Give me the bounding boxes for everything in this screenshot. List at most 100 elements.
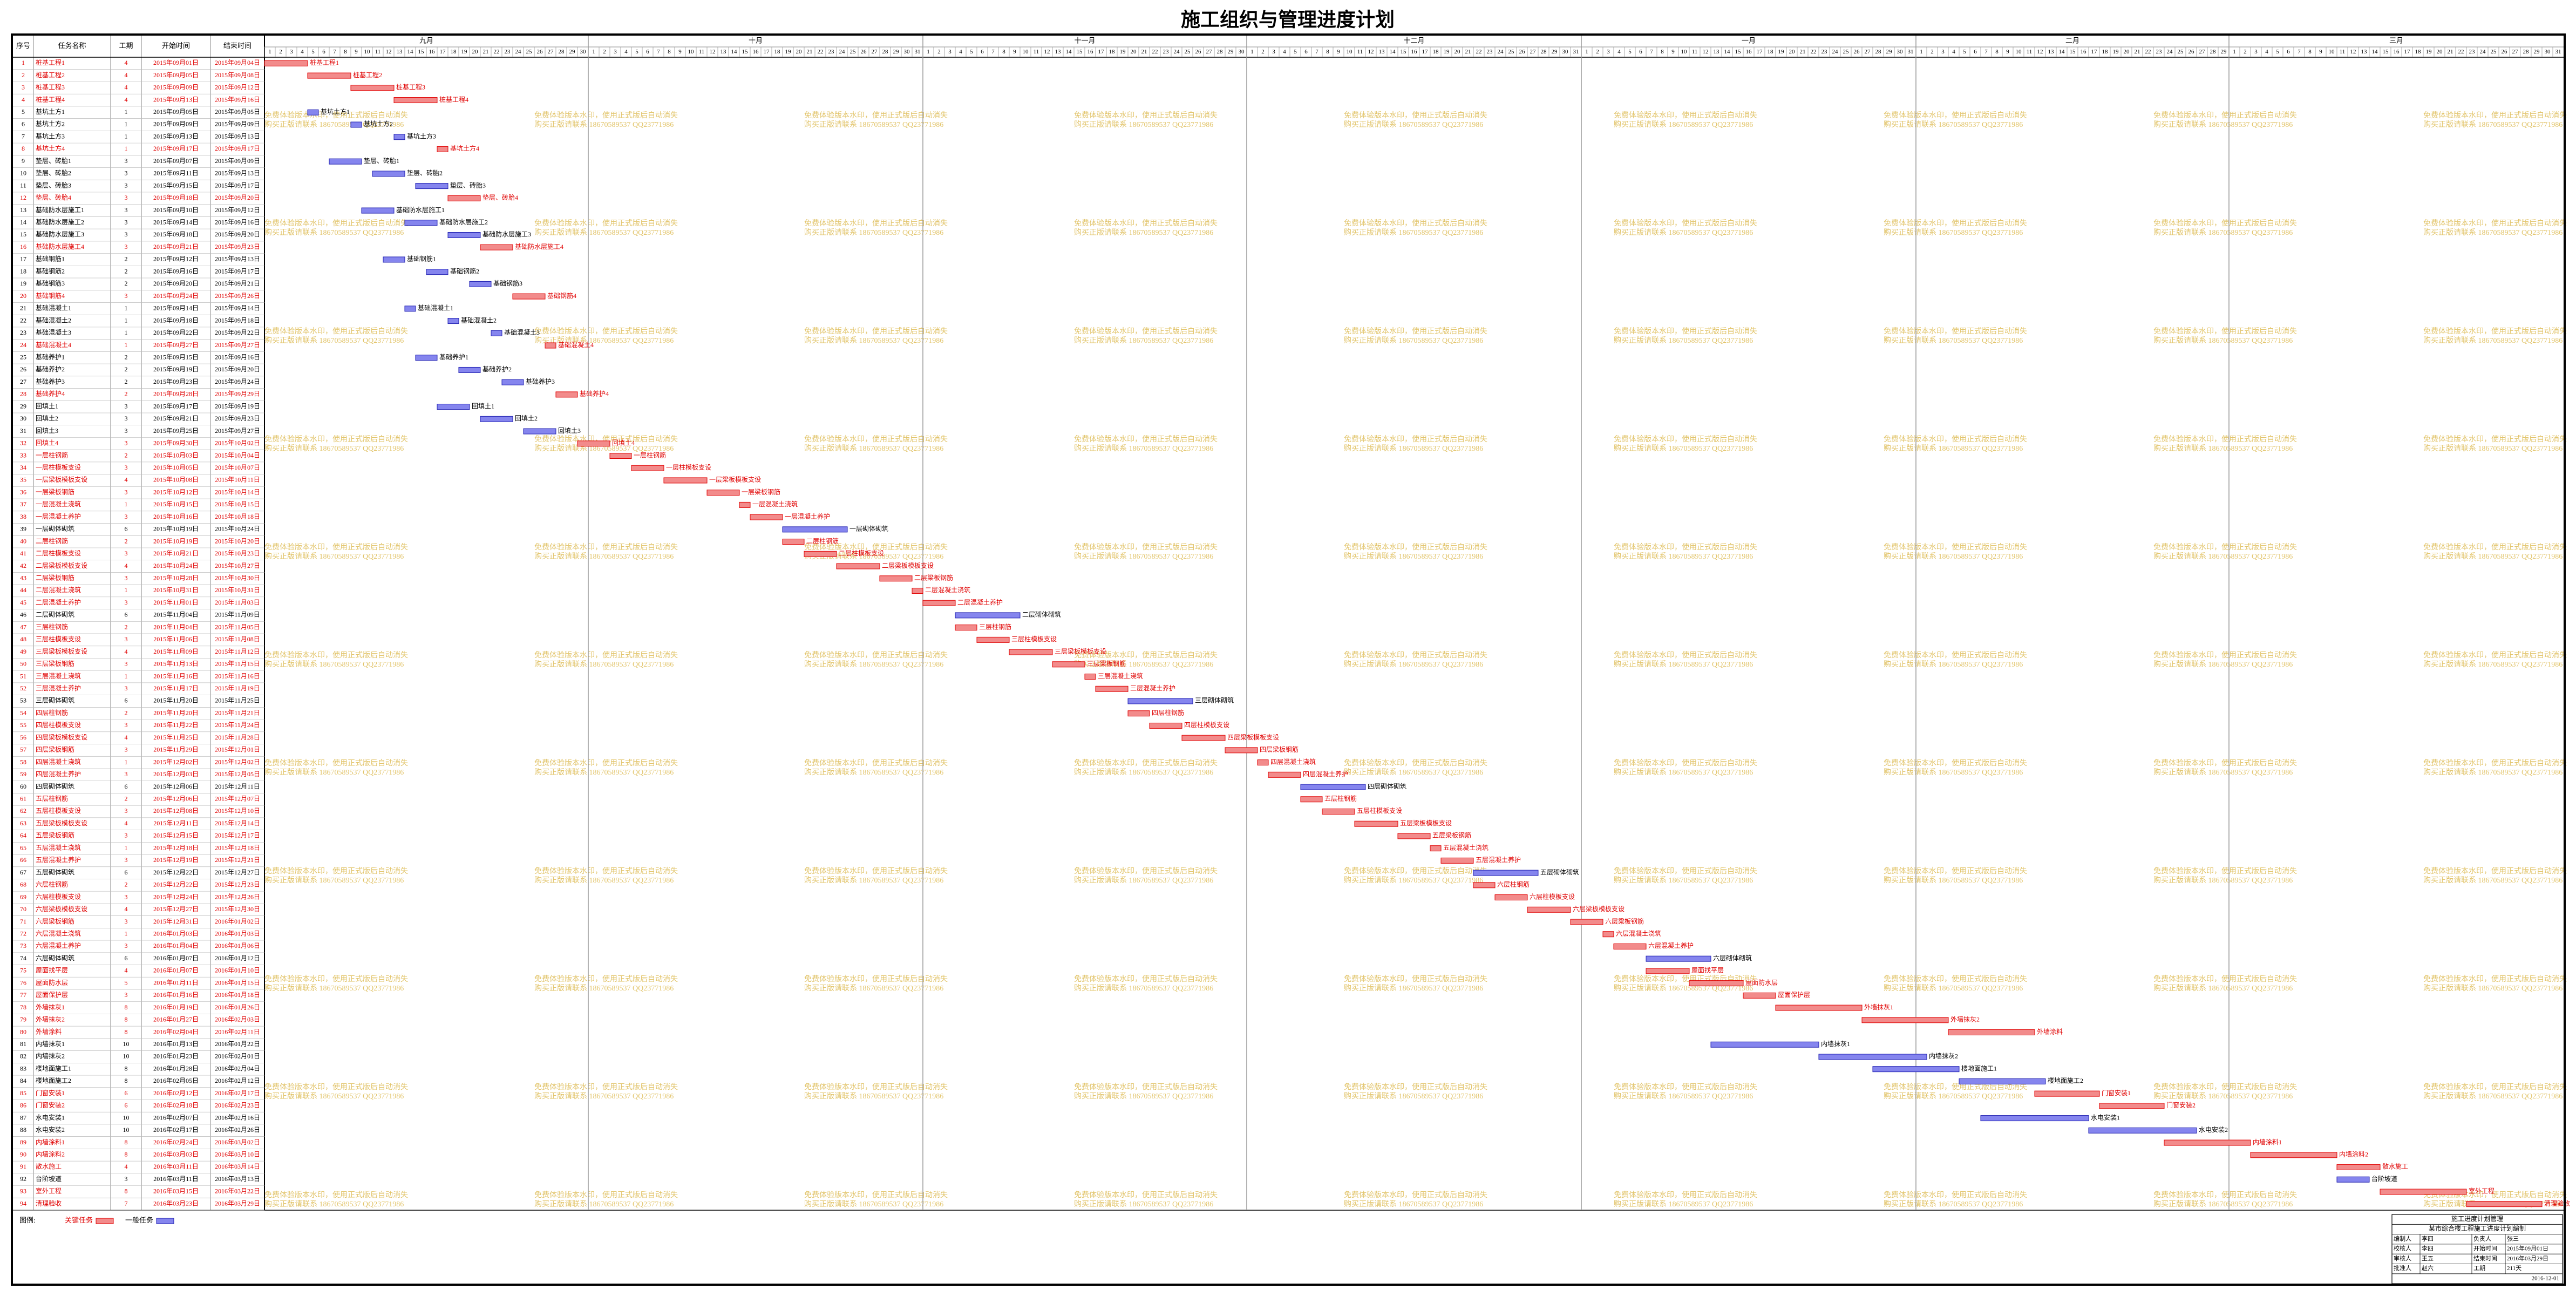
bar-label: 基础防水层施工1: [396, 206, 445, 214]
bar-label: 三层柱模板支设: [1011, 635, 1057, 643]
day-label: 3: [614, 49, 617, 55]
day-label: 23: [1821, 49, 1828, 55]
task-id: 86: [20, 1102, 26, 1109]
task-end: 2015年11月28日: [215, 734, 260, 741]
task-duration: 2: [125, 709, 128, 716]
task-start: 2015年12月02日: [153, 758, 199, 765]
info-subtitle: 某市综合楼工程施工进度计划编制: [2429, 1224, 2526, 1232]
watermark: 购买正版请联系 18670589537 QQ23771986: [804, 1092, 943, 1101]
task-bar: [480, 244, 513, 250]
task-duration: 3: [125, 243, 128, 250]
bar-label: 一层砌体砌筑: [849, 525, 888, 533]
watermark: 购买正版请联系 18670589537 QQ23771986: [1614, 1200, 1753, 1209]
watermark: 购买正版请联系 18670589537 QQ23771986: [1884, 444, 2023, 453]
watermark: 购买正版请联系 18670589537 QQ23771986: [1074, 552, 1213, 561]
task-id: 55: [20, 721, 26, 729]
task-id: 18: [20, 267, 26, 275]
month-label: 十一月: [1074, 36, 1095, 44]
bar-label: 门窗安装2: [2166, 1101, 2196, 1109]
day-label: 21: [483, 49, 489, 55]
task-id: 40: [20, 537, 26, 545]
task-bar: [1084, 674, 1096, 680]
watermark: 免费体验版本水印，使用正式版后自动消失: [534, 327, 678, 336]
watermark: 购买正版请联系 18670589537 QQ23771986: [1344, 228, 1483, 237]
task-duration: 6: [125, 1102, 128, 1109]
task-end: 2015年10月02日: [215, 439, 260, 447]
task-id: 14: [20, 219, 26, 226]
task-bar: [361, 207, 395, 214]
watermark: 购买正版请联系 18670589537 QQ23771986: [1884, 1092, 2023, 1101]
task-end: 2015年09月26日: [215, 292, 260, 300]
task-start: 2015年11月20日: [153, 709, 199, 716]
task-duration: 2: [125, 623, 128, 630]
task-duration: 4: [125, 96, 128, 103]
task-bar: [1948, 1029, 2035, 1036]
watermark: 购买正版请联系 18670589537 QQ23771986: [264, 660, 404, 669]
watermark: 免费体验版本水印，使用正式版后自动消失: [2423, 974, 2567, 983]
bar-label: 基础防水层施工4: [515, 242, 563, 250]
watermark: 免费体验版本水印，使用正式版后自动消失: [2153, 974, 2297, 983]
info-cell: 张三: [2507, 1235, 2519, 1242]
watermark: 免费体验版本水印，使用正式版后自动消失: [1344, 542, 1487, 552]
day-label: 29: [1552, 49, 1558, 55]
task-start: 2015年11月01日: [153, 599, 199, 606]
watermark: 购买正版请联系 18670589537 QQ23771986: [2153, 336, 2293, 345]
task-duration: 3: [125, 157, 128, 165]
task-duration: 1: [125, 304, 128, 312]
watermark: 购买正版请联系 18670589537 QQ23771986: [2153, 120, 2293, 129]
day-label: 12: [2350, 49, 2356, 55]
task-end: 2015年12月18日: [215, 844, 260, 851]
task-name: 六层砌体砌筑: [36, 954, 74, 962]
watermark: 免费体验版本水印，使用正式版后自动消失: [264, 219, 408, 228]
watermark: 购买正版请联系 18670589537 QQ23771986: [264, 984, 404, 993]
day-label: 24: [839, 49, 846, 55]
watermark: 免费体验版本水印，使用正式版后自动消失: [2153, 111, 2297, 120]
task-duration: 3: [125, 427, 128, 435]
watermark: 免费体验版本水印，使用正式版后自动消失: [2153, 1190, 2297, 1199]
day-label: 16: [1746, 49, 1752, 55]
month-label: 十二月: [1403, 36, 1424, 44]
task-start: 2015年09月05日: [153, 108, 199, 116]
task-id: 28: [20, 390, 26, 398]
day-label: 29: [2221, 49, 2227, 55]
bar-label: 一层梁板模板支设: [709, 476, 761, 484]
day-label: 25: [2491, 49, 2497, 55]
task-id: 72: [20, 929, 26, 937]
day-label: 9: [1337, 49, 1340, 55]
task-name: 基础钢筋4: [36, 291, 65, 300]
task-start: 2016年03月23日: [153, 1199, 199, 1207]
day-label: 22: [2145, 49, 2151, 55]
task-id: 25: [20, 353, 26, 361]
task-name: 三层柱钢筋: [36, 622, 68, 630]
watermark: 免费体验版本水印，使用正式版后自动消失: [1344, 435, 1487, 444]
task-bar: [555, 391, 578, 398]
day-label: 28: [1875, 49, 1882, 55]
task-id: 9: [22, 157, 25, 165]
day-label: 27: [872, 49, 878, 55]
task-id: 43: [20, 574, 26, 581]
task-duration: 1: [125, 500, 128, 508]
task-duration: 2: [125, 365, 128, 373]
task-name: 桩基工程2: [36, 71, 65, 79]
task-id: 52: [20, 684, 26, 692]
watermark: 免费体验版本水印，使用正式版后自动消失: [534, 758, 678, 768]
day-label: 14: [2059, 49, 2065, 55]
info-cell: 赵六: [2422, 1264, 2434, 1272]
task-duration: 2: [125, 390, 128, 398]
legend-label: 一般任务: [125, 1216, 153, 1224]
day-label: 19: [1444, 49, 1450, 55]
info-box: [2391, 1214, 2563, 1284]
day-label: 24: [515, 49, 522, 55]
day-label: 8: [1002, 49, 1005, 55]
task-end: 2015年09月24日: [215, 378, 260, 385]
column-header: 工期: [119, 42, 133, 50]
task-id: 36: [20, 488, 26, 496]
bar-label: 二层柱钢筋: [806, 537, 839, 545]
marks: 桩基工程1 桩基工程2 桩基工程3 桩基工程4 基坑土方1 基坑土方2 基坑土方3 基坑土方4…: [19, 58, 2570, 1284]
task-start: 2015年12月19日: [153, 856, 199, 864]
task-end: 2015年09月08日: [215, 71, 260, 79]
task-duration: 3: [125, 721, 128, 729]
task-duration: 6: [125, 1089, 128, 1097]
task-duration: 3: [125, 991, 128, 999]
day-label: 19: [785, 49, 792, 55]
